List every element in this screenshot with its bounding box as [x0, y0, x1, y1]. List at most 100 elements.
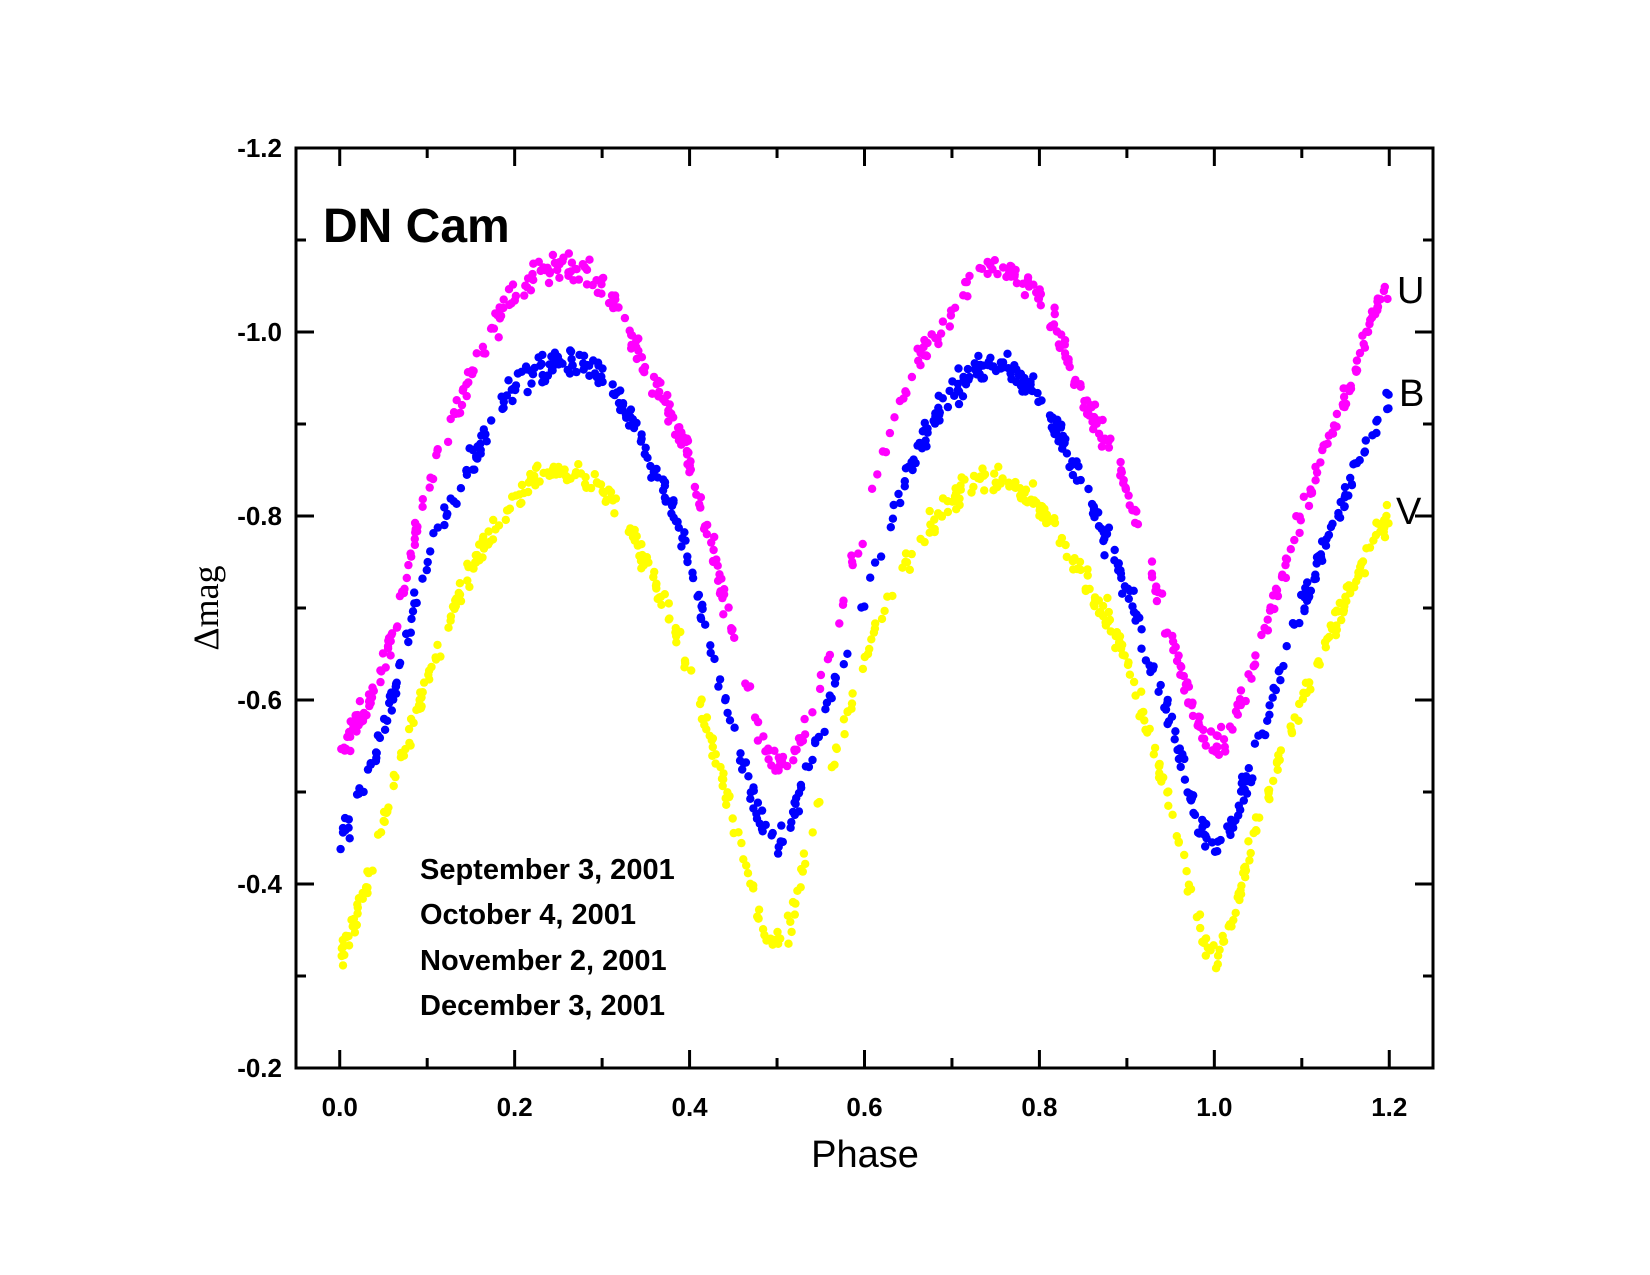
data-point [1250, 739, 1260, 748]
y-tick-label: -0.2 [237, 1053, 282, 1083]
data-point [889, 500, 898, 510]
data-point [464, 562, 473, 572]
data-point [520, 291, 529, 300]
data-point [847, 704, 856, 713]
data-point [954, 399, 964, 409]
data-point [1244, 670, 1253, 679]
data-point [1273, 765, 1282, 774]
data-point [533, 477, 542, 486]
data-point [638, 365, 647, 375]
data-point [1130, 505, 1140, 515]
data-point [526, 475, 535, 484]
data-point [406, 741, 415, 750]
data-point [840, 730, 849, 739]
data-point [1076, 380, 1085, 389]
data-point [1123, 660, 1133, 670]
data-point [1184, 699, 1193, 708]
data-point [1192, 912, 1202, 922]
data-point [449, 408, 459, 417]
data-point [516, 499, 525, 509]
data-point [1163, 695, 1172, 705]
data-point [975, 472, 985, 481]
series-u-points [337, 249, 1392, 775]
data-point [1104, 607, 1114, 617]
data-point [753, 798, 763, 807]
data-point [1182, 867, 1191, 876]
data-point [652, 380, 661, 389]
data-point [345, 834, 354, 843]
data-point [1046, 414, 1056, 424]
data-point [681, 658, 690, 668]
data-point [736, 749, 745, 758]
data-point [848, 560, 857, 570]
data-point [1300, 604, 1309, 613]
data-point [987, 362, 996, 371]
data-point [598, 274, 607, 283]
data-point [1258, 729, 1267, 738]
data-point [808, 708, 817, 717]
data-point [455, 579, 465, 588]
data-point [901, 549, 911, 558]
data-point [1135, 712, 1144, 721]
data-point [1341, 399, 1351, 409]
x-tick-label: 0.2 [497, 1092, 533, 1122]
data-point [1200, 734, 1209, 743]
data-point [1083, 571, 1092, 580]
data-point [927, 330, 936, 339]
data-point [402, 573, 411, 583]
data-point [1360, 343, 1370, 352]
data-point [734, 828, 743, 837]
data-point [1089, 505, 1099, 514]
data-point [791, 799, 800, 809]
data-point [481, 349, 490, 358]
data-point [784, 939, 793, 948]
data-point [1057, 533, 1067, 543]
ticks-layer [296, 146, 1433, 1070]
data-point [1154, 761, 1164, 770]
data-point [890, 413, 899, 422]
data-point [706, 641, 715, 650]
data-point [415, 695, 424, 705]
data-point [1277, 572, 1287, 582]
data-point [1360, 569, 1370, 578]
data-point [654, 392, 663, 401]
data-point [1371, 310, 1380, 319]
data-point [1332, 422, 1341, 431]
data-point [529, 259, 538, 268]
data-point [555, 273, 564, 282]
data-point [808, 828, 817, 837]
data-point [418, 688, 427, 697]
data-point [482, 437, 491, 446]
data-point [1137, 625, 1146, 634]
data-point [745, 682, 755, 691]
annotation-date-3: November 2, 2001 [420, 945, 667, 977]
data-point [1347, 481, 1357, 490]
data-point [1106, 627, 1116, 636]
data-point [827, 763, 836, 772]
data-point [353, 903, 362, 912]
x-tick-label: 0.4 [671, 1092, 708, 1122]
data-point [1115, 632, 1125, 641]
data-point [1054, 437, 1063, 446]
data-point [1090, 400, 1100, 409]
data-point [649, 372, 659, 382]
data-point [636, 556, 646, 566]
data-point [989, 486, 998, 495]
data-point [665, 614, 674, 623]
data-point [604, 298, 614, 308]
data-point [337, 951, 346, 961]
data-point [1313, 659, 1322, 668]
data-point [1152, 596, 1162, 606]
data-point [1379, 286, 1389, 296]
y-axis-title: Δmag [186, 565, 226, 650]
data-point [1332, 409, 1342, 419]
data-point [718, 781, 727, 791]
data-point [930, 524, 939, 534]
data-point [519, 488, 528, 498]
data-point [407, 614, 416, 624]
data-point [767, 935, 776, 944]
data-point [1110, 545, 1119, 555]
data-point [1314, 551, 1324, 561]
data-point [1128, 602, 1137, 611]
data-point [709, 545, 718, 555]
